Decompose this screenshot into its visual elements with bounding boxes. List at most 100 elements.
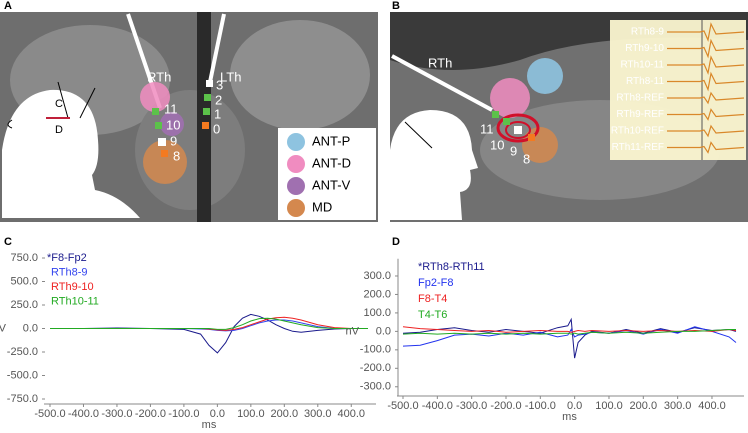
legend-swatch (287, 133, 305, 151)
trace-label: RTh9-REF (616, 109, 664, 120)
contact (152, 108, 159, 115)
legend-label: ANT-P (312, 133, 350, 148)
x-tick-label: -500.0 (387, 400, 418, 412)
legend-label: MD (312, 199, 332, 214)
atlas-md (143, 140, 187, 184)
y-axis-label: nV (346, 325, 360, 337)
contact (161, 150, 168, 157)
lead (208, 13, 226, 83)
x-axis-label: ms (562, 411, 577, 423)
legend-label: ANT-V (312, 177, 351, 192)
head-line (79, 87, 96, 119)
atlas-ant-p (527, 58, 563, 94)
head-line (57, 81, 69, 119)
series-line (402, 329, 736, 335)
x-tick-label: 100.0 (595, 400, 623, 412)
trace-label: RTh11-REF (612, 142, 664, 153)
y-tick-label: 250.0 (10, 299, 38, 311)
lead-label: RTh (147, 69, 171, 84)
y-tick-label: -100.0 (360, 344, 391, 356)
trace (667, 38, 745, 59)
contact (202, 122, 209, 129)
lead-label: LTh (220, 69, 241, 84)
contact (514, 126, 522, 134)
x-tick-label: -200.0 (490, 400, 521, 412)
x-tick-label: 0.0 (210, 408, 225, 420)
contact (155, 122, 162, 129)
head-icon (2, 89, 140, 218)
trace (667, 124, 745, 138)
lead-label: RTh (428, 55, 452, 70)
legend-label: T4-T6 (418, 309, 447, 321)
highlight (496, 113, 540, 143)
contact-label: 9 (510, 143, 517, 158)
contact (206, 80, 213, 87)
x-tick-label: 200.0 (630, 400, 658, 412)
x-tick-label: 0.0 (567, 400, 582, 412)
x-tick-label: 400.0 (337, 408, 365, 420)
trace-label: RTh10-REF (611, 126, 664, 137)
x-axis-label: ms (202, 419, 217, 431)
x-tick-label: 300.0 (304, 408, 332, 420)
legend-label: F8-T4 (418, 293, 447, 305)
trace (667, 55, 745, 76)
trace-label: RTh8-REF (616, 93, 664, 104)
y-tick-label: 200.0 (363, 288, 391, 300)
contact (528, 134, 535, 141)
series-line (402, 326, 737, 347)
contact-label: 2 (215, 92, 222, 107)
trace-label: RTh10-11 (620, 60, 664, 71)
series-line (402, 317, 737, 359)
atlas-ant-v (160, 112, 184, 136)
x-tick-label: 300.0 (664, 400, 692, 412)
head-mark: C (55, 98, 63, 110)
legend-swatch (287, 155, 305, 173)
contact-label: 0 (213, 121, 220, 136)
y-tick-label: 0.0 (23, 322, 38, 334)
trace (667, 22, 745, 43)
y-tick-label: -300.0 (360, 381, 391, 393)
head-icon (390, 110, 478, 220)
charts: C 750.0 500.0 250.0 0.0 -250.0 -500.0 -750.0 -50… (0, 236, 744, 431)
contact-label: 8 (173, 148, 180, 163)
x-tick-label: 200.0 (271, 408, 299, 420)
y-tick-label: -500.0 (7, 369, 38, 381)
trace (667, 71, 745, 92)
x-tick-label: -300.0 (456, 400, 487, 412)
panel-label: D (392, 236, 400, 248)
trace (667, 108, 745, 121)
y-tick-label: 750.0 (10, 252, 38, 264)
trace-label: RTh8-11 (626, 76, 664, 87)
head-mark: D (55, 124, 63, 136)
legend-label: Fp2-F8 (418, 277, 453, 289)
contact-label: 3 (216, 77, 223, 92)
contact-label: 11 (480, 121, 494, 136)
contact (204, 94, 211, 101)
x-tick-label: -100.0 (168, 408, 199, 420)
legend-label: RTh9-10 (51, 281, 94, 293)
legend-label: *RTh8-RTh11 (418, 261, 485, 273)
contact (158, 138, 166, 146)
x-tick-label: -200.0 (135, 408, 166, 420)
x-tick-label: -500.0 (34, 408, 65, 420)
y-tick-label: -750.0 (7, 393, 38, 405)
legend-label: *F8-Fp2 (47, 252, 87, 264)
x-tick-label: -100.0 (525, 400, 556, 412)
head-ear (7, 119, 13, 129)
x-tick-label: -400.0 (422, 400, 453, 412)
contact-label: 11 (164, 101, 178, 116)
contact-label: 10 (166, 117, 180, 132)
x-tick-label: 100.0 (237, 408, 265, 420)
atlas-ant-d (490, 78, 530, 118)
legend-label: RTh8-9 (51, 266, 87, 278)
legend-swatch (287, 177, 305, 195)
panel-label: C (4, 236, 12, 248)
lead (391, 54, 493, 112)
legend-label: RTh10-11 (51, 295, 99, 307)
x-tick-label: 400.0 (698, 400, 726, 412)
contact-label: 10 (490, 137, 504, 152)
y-tick-label: 500.0 (10, 275, 38, 287)
trace (667, 91, 745, 105)
contact-label: 9 (170, 133, 177, 148)
